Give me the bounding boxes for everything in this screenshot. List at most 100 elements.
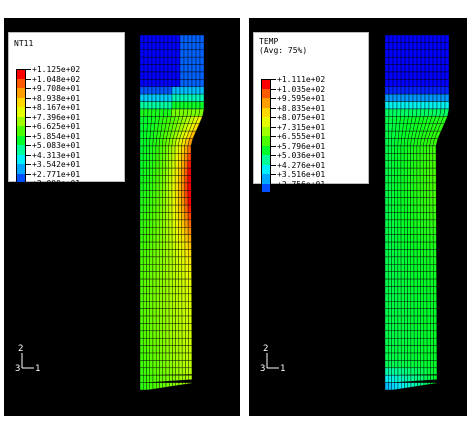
mesh-element <box>410 352 415 361</box>
mesh-element <box>178 167 182 176</box>
mesh-element <box>152 241 157 250</box>
mesh-element <box>430 338 434 346</box>
mesh-element <box>187 145 192 154</box>
mesh-element <box>139 64 145 73</box>
mesh-element <box>139 79 145 87</box>
mesh-element <box>155 308 160 317</box>
mesh-element <box>188 360 193 369</box>
mesh-element <box>396 71 402 80</box>
mesh-element <box>187 56 193 65</box>
mesh-element <box>416 175 421 184</box>
mesh-element <box>433 382 438 384</box>
mesh-element <box>413 315 418 324</box>
mesh-element <box>426 278 431 287</box>
mesh-element <box>394 182 398 191</box>
mesh-element <box>428 101 434 110</box>
mesh-element <box>412 56 418 65</box>
mesh-element <box>413 256 418 265</box>
mesh-element <box>165 264 170 272</box>
mesh-element <box>152 382 157 390</box>
mesh-element <box>149 145 153 154</box>
mesh-element <box>146 293 150 302</box>
mesh-element <box>426 330 431 339</box>
mesh-element <box>155 145 160 154</box>
legend-value: +6.625e+01 <box>32 122 81 131</box>
mesh-element <box>404 256 408 265</box>
mesh-element <box>400 264 405 272</box>
mesh-element <box>165 197 170 206</box>
mesh-element <box>387 182 392 191</box>
mesh-element <box>155 330 160 339</box>
mesh-element <box>195 86 201 95</box>
mesh-element <box>184 271 189 280</box>
mesh-element <box>155 56 161 65</box>
mesh-element <box>146 138 151 147</box>
mesh-element <box>384 79 390 87</box>
mesh-element <box>416 160 421 169</box>
mesh-element <box>181 145 185 154</box>
mesh-element <box>384 301 389 309</box>
mesh-element <box>424 64 430 73</box>
mesh-element <box>184 212 189 221</box>
mesh-element <box>420 204 424 213</box>
mesh-element <box>423 271 428 280</box>
mesh-element <box>175 264 179 272</box>
mesh-element <box>188 382 193 384</box>
mesh-element <box>159 323 163 332</box>
mesh-element <box>407 241 411 250</box>
mesh-element <box>413 204 418 213</box>
mesh-element <box>388 227 392 235</box>
mesh-element <box>396 49 402 58</box>
mesh-element <box>419 190 424 198</box>
mesh-element <box>152 352 157 361</box>
mesh-element <box>168 241 173 250</box>
mesh-element <box>178 367 183 375</box>
mesh-element <box>432 160 437 169</box>
mesh-element <box>404 352 408 361</box>
mesh-element <box>432 93 438 102</box>
mesh-element <box>423 293 428 302</box>
legend-value: +8.938e+01 <box>32 93 81 103</box>
mesh-element <box>175 234 179 243</box>
mesh-element <box>391 175 395 184</box>
mesh-element <box>429 204 434 213</box>
mesh-element <box>391 160 395 169</box>
mesh-element <box>397 286 402 295</box>
mesh-element <box>384 93 390 102</box>
mesh-element <box>165 315 170 324</box>
mesh-element <box>149 315 154 324</box>
mesh-element <box>428 71 434 80</box>
mesh-element <box>394 249 399 258</box>
mesh-element <box>184 227 189 235</box>
mesh-element <box>423 145 427 154</box>
mesh-element <box>404 330 408 339</box>
mesh-element <box>397 249 402 258</box>
mesh-element <box>430 382 434 385</box>
legend-value: +5.083e+01 <box>32 141 81 150</box>
mesh-element <box>174 175 179 184</box>
mesh-element <box>139 293 144 302</box>
mesh-element <box>187 79 193 87</box>
mesh-element <box>388 64 394 73</box>
mesh-element <box>400 256 405 265</box>
mesh-element <box>417 308 421 317</box>
mesh-element <box>155 160 160 169</box>
legend-value: +4.313e+01 <box>32 150 81 160</box>
mesh-element <box>444 49 450 58</box>
mesh-element <box>397 234 402 243</box>
mesh-element <box>416 167 421 176</box>
mesh-element <box>444 79 450 87</box>
mesh-element <box>139 145 144 154</box>
mesh-element <box>391 234 395 243</box>
mesh-element <box>429 145 434 154</box>
mesh-element <box>397 204 402 213</box>
mesh-element <box>423 286 428 295</box>
mesh-element <box>175 79 181 87</box>
mesh-element <box>168 360 173 369</box>
mesh-element <box>400 167 405 176</box>
mesh-element <box>413 219 418 228</box>
mesh-element <box>400 56 406 65</box>
mesh-element <box>162 360 167 369</box>
mesh-element <box>165 360 170 369</box>
legend-tick <box>26 88 31 89</box>
